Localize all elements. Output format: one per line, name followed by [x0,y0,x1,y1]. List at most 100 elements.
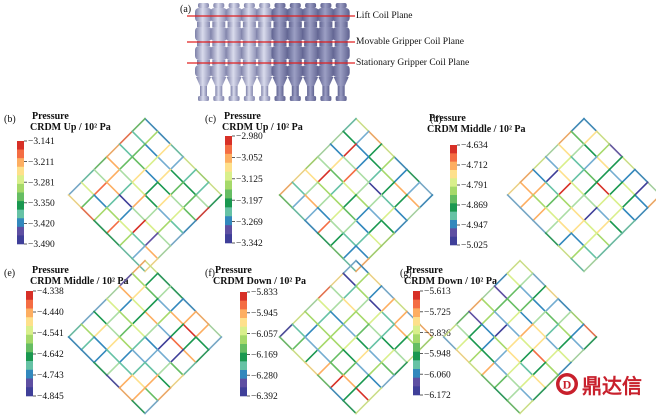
colorbar-title-line1: Pressure [224,111,261,122]
grid-segment [544,168,560,184]
grid-segment [118,155,134,171]
crdm-cylinder-part [272,77,288,86]
grid-segment [519,181,535,197]
crdm-cylinder-part [333,77,349,86]
colorbar-segment [450,170,457,179]
grid-segment [131,374,147,390]
colorbar-segment [450,211,457,221]
colorbar-segment [450,195,457,204]
grid-segment [595,219,611,235]
crdm-cylinder-part [198,96,209,101]
grid-segment [531,348,547,364]
crdm-cylinder-part [317,65,335,77]
grid-segment [367,361,383,377]
grid-segment [405,193,421,209]
grid-segment [367,168,383,184]
grid-segment [92,323,108,339]
crdm-cylinder-part [258,22,272,27]
grid-segment [342,244,358,260]
colorbar-segment [450,178,457,187]
grid-outline [68,118,222,272]
crdm-cylinder-part [240,8,258,22]
grid-segment [118,374,134,390]
crdm-cylinder-part [289,96,301,101]
grid-segment [646,181,656,197]
grid-segment [303,181,319,197]
crdm-array-diagram [187,3,355,101]
crdm-cylinder-part [304,41,318,46]
grid-segment [506,348,522,364]
colorbar-tick-label: −5.725 [424,308,451,318]
grid-segment [354,219,370,235]
colorbar-segment [225,225,232,235]
grid-segment [569,323,585,339]
colorbar-title: Pressure CRDM Down / 10² Pa [404,265,497,287]
crdm-cylinder-part [242,41,256,46]
colorbar-segment [413,308,420,318]
grid-segment [367,335,383,351]
grid-segment [380,323,396,339]
colorbar-tick-label: −3.342 [236,239,263,249]
crdm-cylinder-part [195,65,212,77]
grid-segment [582,206,598,222]
colorbar-segment [450,228,457,237]
panel-label: (f) [205,268,215,279]
colorbar-segment [17,235,24,245]
grid-segment [595,142,611,158]
colorbar-title-line1: Pressure [215,265,252,276]
grid-segment [633,181,649,197]
colorbar-tick-label: −3.141 [28,137,55,147]
grid-segment [118,181,134,197]
grid-segment [557,335,573,351]
colorbar-segment [240,378,247,388]
grid-segment [329,284,345,300]
grid-segment [393,206,409,222]
grid-segment [342,310,358,326]
grid-segment [182,168,198,184]
grid-segment [156,348,172,364]
grid-segment [169,323,185,339]
grid-segment [531,284,547,300]
grid-segment [506,297,522,313]
crdm-cylinder-part [225,65,243,77]
crdm-cylinder-part [256,8,274,22]
crdm-cylinder-part [196,77,211,86]
grid-segment [506,374,522,390]
grid-segment [354,284,370,300]
colorbar-segment [413,386,420,396]
crdm-cylinder-part [303,77,319,86]
colorbar-tick-label: −6.060 [424,370,451,380]
crdm-cylinder-part [240,27,258,41]
crdm-cylinder-part [288,41,302,46]
grid-segment [544,348,560,364]
grid-outline [507,118,656,272]
crdm-cylinder-part [212,22,226,27]
colorbar-tick-label: −4.743 [37,371,64,381]
grid-segment [570,155,586,171]
colorbar-segment [17,149,24,159]
pressure-grid [67,259,223,415]
grid-segment [393,181,409,197]
grid-segment [143,155,159,171]
grid-segment [557,168,573,184]
crdm-cylinder-part [225,46,243,60]
grid-segment [131,297,147,313]
crdm-cylinder-part [286,27,304,41]
crdm-cylinder-part [227,22,241,27]
colorbar-segment [240,318,247,327]
grid-segment [156,232,172,248]
grid-segment [621,206,637,222]
crdm-cylinder-part [228,96,240,101]
crdm-cylinder-part [317,27,335,41]
grid-segment [570,181,586,197]
grid-segment [367,374,383,390]
grid-segment [506,386,522,402]
grid-segment [182,193,198,209]
crdm-cylinder-part [243,96,255,101]
grid-segment [80,181,96,197]
grid-segment [544,335,560,351]
grid-segment [531,193,547,209]
colorbar-title-line2: CRDM Middle / 10² Pa [427,124,526,135]
grid-segment [92,335,108,351]
pressure-grid [278,117,434,273]
